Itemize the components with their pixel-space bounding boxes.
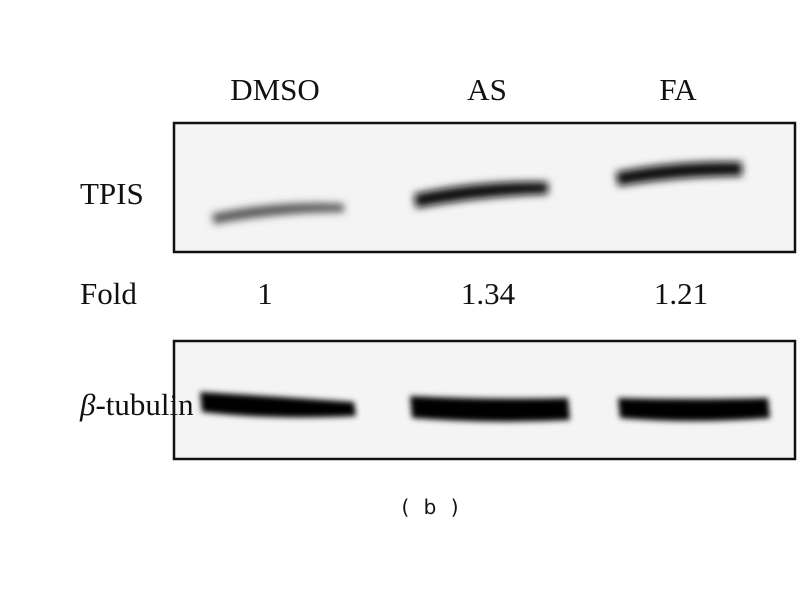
beta-symbol: β — [80, 387, 96, 422]
panel-caption: ( b ) — [401, 495, 463, 519]
tubulin-band-as — [410, 396, 570, 422]
lane-label-fa: FA — [659, 72, 697, 107]
tubulin-blot-panel — [172, 339, 797, 461]
tpis-band-dmso — [212, 203, 344, 224]
tpis-band-as — [414, 181, 548, 208]
tubulin-text: -tubulin — [95, 387, 194, 422]
row-label-tpis: TPIS — [80, 176, 144, 211]
lane-label-dmso: DMSO — [230, 72, 320, 107]
tubulin-band-dmso — [200, 392, 356, 418]
row-label-fold: Fold — [80, 276, 137, 311]
fold-value-fa: 1.21 — [653, 276, 709, 311]
row-label-beta-tubulin: β-tubulin — [80, 387, 194, 423]
fold-value-dmso: 1 — [257, 276, 273, 311]
tpis-blot-panel — [172, 121, 797, 254]
lane-label-as: AS — [467, 72, 507, 107]
fold-value-as: 1.34 — [460, 276, 516, 311]
tubulin-band-fa — [618, 398, 770, 421]
tpis-band-fa — [616, 161, 742, 186]
